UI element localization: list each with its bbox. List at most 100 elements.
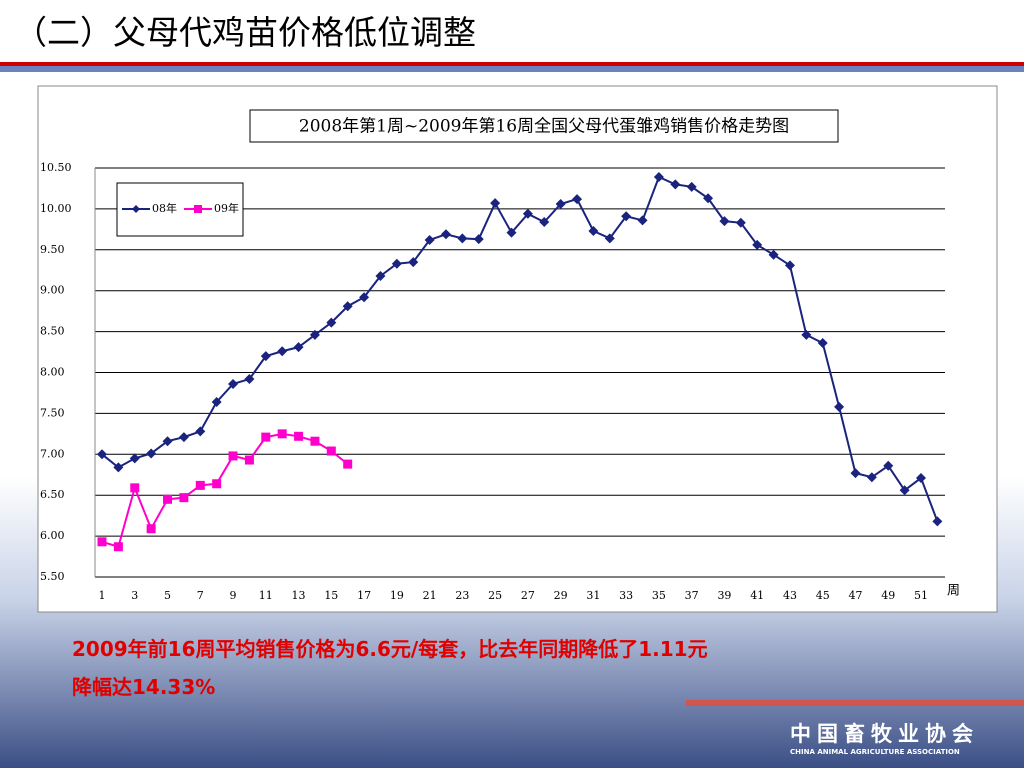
x-tick-label: 21	[423, 589, 437, 602]
point	[817, 338, 828, 349]
point	[113, 542, 123, 552]
x-tick-label: 1	[99, 589, 106, 602]
point	[735, 217, 746, 228]
x-tick-label: 11	[259, 589, 273, 602]
y-tick-label: 8.50	[40, 325, 65, 338]
legend-box	[116, 182, 244, 237]
legend-marker	[132, 205, 140, 213]
point	[457, 233, 468, 244]
point	[440, 229, 451, 240]
x-tick-label: 23	[455, 589, 469, 602]
x-tick-label: 17	[357, 589, 371, 602]
x-tick-label: 39	[717, 589, 731, 602]
point	[228, 378, 239, 389]
y-tick-label: 6.00	[40, 529, 65, 542]
point	[588, 225, 599, 236]
point	[244, 455, 254, 465]
x-tick-label: 27	[521, 589, 535, 602]
point	[342, 301, 353, 312]
point	[375, 270, 386, 281]
point	[424, 234, 435, 245]
note-line: 降幅达14.33%	[72, 675, 216, 699]
x-tick-label: 31	[586, 589, 600, 602]
x-tick-label: 25	[488, 589, 502, 602]
point	[522, 208, 533, 219]
point	[506, 227, 517, 238]
y-tick-label: 9.50	[40, 243, 65, 256]
point	[326, 446, 336, 456]
x-tick-label: 35	[652, 589, 666, 602]
chart-title: 2008年第1周~2009年第16周全国父母代蛋雏鸡销售价格走势图	[299, 117, 789, 137]
logo-subtitle: CHINA ANIMAL AGRICULTURE ASSOCIATION	[790, 748, 960, 756]
x-tick-label: 51	[914, 589, 928, 602]
point	[309, 329, 320, 340]
x-tick-label: 43	[783, 589, 797, 602]
point	[932, 516, 943, 527]
x-tick-label: 47	[848, 589, 862, 602]
x-tick-label: 3	[131, 589, 138, 602]
x-tick-label: 33	[619, 589, 633, 602]
point	[130, 483, 140, 493]
title-rule-red	[0, 62, 1024, 66]
point	[637, 215, 648, 226]
point	[686, 181, 697, 192]
point	[408, 257, 419, 268]
y-tick-label: 9.00	[40, 284, 65, 297]
x-tick-label: 41	[750, 589, 764, 602]
point	[621, 211, 632, 222]
point	[178, 432, 189, 443]
note: 2009年前16周平均销售价格为6.6元/每套，比去年同期降低了1.11元 降幅…	[72, 630, 708, 706]
point	[97, 537, 107, 547]
slide-title: （二）父母代鸡苗价格低位调整	[14, 13, 476, 52]
point	[326, 317, 337, 328]
y-tick-label: 8.00	[40, 366, 65, 379]
y-tick-label: 10.50	[40, 161, 72, 174]
point	[195, 426, 206, 437]
point	[866, 472, 877, 483]
x-tick-label: 37	[685, 589, 699, 602]
y-tick-label: 6.50	[40, 488, 65, 501]
point	[555, 198, 566, 209]
point	[212, 479, 222, 489]
point	[146, 524, 156, 534]
point	[653, 171, 664, 182]
point	[883, 460, 894, 471]
y-tick-label: 5.50	[40, 570, 65, 583]
x-tick-label: 45	[816, 589, 830, 602]
point	[391, 258, 402, 269]
x-tick-label: 15	[324, 589, 338, 602]
x-tick-label: 49	[881, 589, 895, 602]
point	[244, 374, 255, 385]
point	[834, 401, 845, 412]
logo: 中国畜牧业协会 CHINA ANIMAL AGRICULTURE ASSOCIA…	[790, 718, 979, 756]
point	[473, 234, 484, 245]
point	[179, 493, 189, 503]
point	[260, 351, 271, 362]
point	[277, 346, 288, 357]
point	[129, 453, 140, 464]
point	[211, 396, 222, 407]
point	[899, 485, 910, 496]
y-tick-label: 7.00	[40, 447, 65, 460]
point	[163, 494, 173, 504]
point	[294, 431, 304, 441]
legend-label: 09年	[214, 201, 239, 215]
point	[97, 449, 107, 460]
point	[261, 432, 271, 442]
y-tick-label: 7.50	[40, 406, 65, 419]
x-tick-label: 9	[230, 589, 237, 602]
point	[670, 179, 681, 190]
chart-title-box	[249, 109, 839, 143]
point	[343, 459, 353, 469]
legend-label: 08年	[152, 201, 177, 215]
x-tick-label: 13	[292, 589, 306, 602]
series-line	[101, 432, 349, 548]
x-axis-label: 周	[947, 584, 960, 599]
point	[113, 462, 124, 473]
series-line	[101, 175, 939, 522]
logo-name: 中国畜牧业协会	[790, 722, 979, 746]
point	[801, 329, 812, 340]
x-tick-label: 5	[164, 589, 171, 602]
point	[539, 216, 550, 227]
